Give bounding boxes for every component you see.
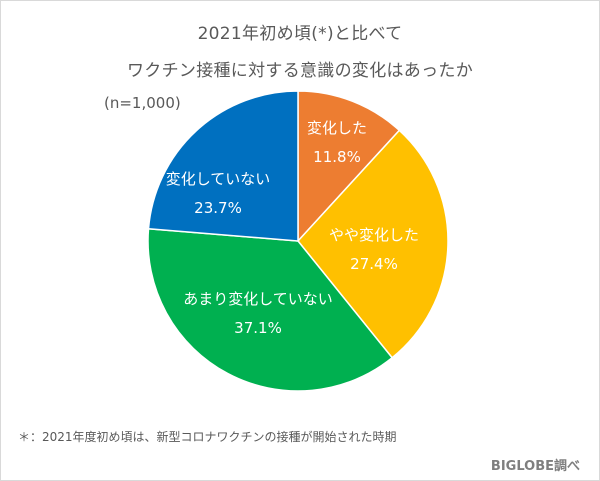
slice-label-changed: 変化した 11.8% bbox=[306, 119, 368, 166]
pie-slice bbox=[147, 90, 299, 242]
chart-title-line2: ワクチン接種に対する意識の変化はあったか bbox=[127, 61, 473, 81]
slice-label-somewhat-changed: やや変化した 27.4% bbox=[328, 226, 420, 273]
slice-label-not-much-changed: あまり変化していない 37.1% bbox=[183, 290, 333, 337]
pie-slice bbox=[297, 90, 401, 243]
footnote: ＊：2021年度初め頃は、新型コロナワクチンの接種が開始された時期 bbox=[18, 430, 397, 444]
sample-size-label: (n=1,000) bbox=[104, 94, 181, 112]
pie-slices bbox=[147, 90, 449, 392]
source-credit: BIGLOBE調べ bbox=[490, 459, 580, 474]
chart-title-line1: 2021年初め頃(*)と比べて bbox=[197, 24, 403, 44]
pie-slice bbox=[297, 129, 449, 359]
pie-slice bbox=[147, 227, 394, 392]
slice-label-not-changed: 変化していない 23.7% bbox=[165, 170, 271, 217]
